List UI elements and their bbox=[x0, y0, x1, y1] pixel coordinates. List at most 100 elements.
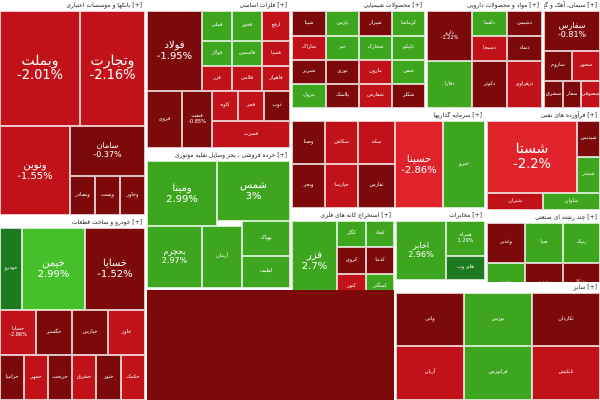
stock-tile[interactable]: ختور bbox=[96, 355, 121, 400]
stock-tile[interactable]: شتران bbox=[487, 193, 543, 210]
stock-tile[interactable]: اخابر 2.96% bbox=[396, 221, 446, 280]
stock-tile[interactable]: فسرب bbox=[212, 121, 290, 148]
stock-tile[interactable]: سامان -0.37% bbox=[70, 126, 145, 176]
stock-tile[interactable]: خشرق bbox=[72, 355, 96, 400]
stock-tile[interactable]: پلاسک bbox=[326, 84, 359, 108]
stock-tile[interactable]: شپدیس bbox=[577, 121, 600, 157]
stock-tile[interactable]: دتماد bbox=[507, 36, 542, 61]
stock-tile[interactable]: خساپا -2.86% bbox=[0, 310, 36, 355]
sector-auto[interactable]: [+] خودرو و ساخت قطعات خودرو خیمن 2.99% خ… bbox=[0, 217, 145, 400]
stock-tile[interactable]: فروی bbox=[147, 91, 182, 148]
stock-tile[interactable]: تاپیکو bbox=[392, 36, 425, 60]
stock-tile[interactable]: همراه 1.29% bbox=[446, 221, 485, 256]
stock-tile[interactable]: جم bbox=[326, 36, 359, 60]
stock-tile[interactable]: پارس bbox=[326, 11, 359, 36]
stock-tile[interactable]: دکوثر bbox=[472, 61, 507, 108]
stock-tile[interactable]: کدما bbox=[366, 247, 394, 274]
sector-misc[interactable]: [+] سایر واتی بورس تکاردان آریان فرابورس… bbox=[396, 282, 600, 400]
sector-banks[interactable]: [+] بانکها و موسسات اعتباری وبملت -2.01% … bbox=[0, 0, 145, 215]
sector-refinery[interactable]: [+] فرآورده های نفتی شستا -2.2% شپدیس شبن… bbox=[487, 110, 600, 210]
stock-tile[interactable]: دارو -1.22% bbox=[427, 11, 472, 61]
stock-tile[interactable]: شکلر bbox=[392, 84, 425, 108]
stock-tile[interactable]: فزر 2.7% bbox=[292, 221, 337, 300]
sector-investment[interactable]: [+] سرمایه گذاریها وصنا سکاش سکه حسینا -2… bbox=[292, 110, 485, 208]
stock-tile[interactable]: مارون bbox=[359, 60, 392, 84]
stock-tile[interactable]: وصنا bbox=[292, 121, 325, 164]
stock-tile[interactable]: وبملت -2.01% bbox=[0, 11, 80, 126]
stock-tile[interactable]: خودرو bbox=[0, 228, 22, 310]
stock-tile[interactable]: کروی bbox=[337, 247, 366, 274]
stock-tile[interactable]: سشرق bbox=[544, 81, 563, 108]
stock-tile[interactable]: حپارسا bbox=[325, 164, 358, 208]
stock-tile[interactable]: بهپاک bbox=[242, 221, 290, 256]
stock-tile[interactable]: وتجارت -2.16% bbox=[80, 11, 145, 126]
stock-tile[interactable]: خریخت bbox=[48, 355, 72, 400]
stock-tile[interactable]: شفن bbox=[392, 60, 425, 84]
stock-tile[interactable]: ذوب bbox=[264, 91, 290, 121]
stock-tile[interactable]: فنفت -0.85% bbox=[182, 91, 212, 148]
stock-tile[interactable]: دسبحا bbox=[472, 36, 507, 61]
stock-tile[interactable]: بورس bbox=[464, 293, 532, 346]
stock-tile[interactable]: خکمک bbox=[121, 355, 145, 400]
stock-tile[interactable]: فلامی bbox=[232, 66, 262, 91]
sector-telecom[interactable]: [+] مخابرات اخابر 2.96% همراه 1.29% های وب bbox=[396, 210, 485, 280]
stock-tile[interactable]: لطیف bbox=[242, 256, 290, 288]
stock-tile[interactable]: های وب bbox=[446, 256, 485, 280]
stock-tile[interactable]: نوری bbox=[326, 60, 359, 84]
stock-tile[interactable]: شبندر bbox=[577, 157, 600, 193]
stock-tile[interactable]: خپارس bbox=[72, 310, 108, 355]
stock-tile[interactable]: دشیمی bbox=[507, 11, 542, 36]
stock-tile[interactable]: خبرو bbox=[443, 121, 485, 208]
stock-tile[interactable]: تاپکیش bbox=[532, 346, 600, 400]
stock-tile[interactable]: سکه bbox=[358, 121, 395, 164]
stock-tile[interactable]: فاهواز bbox=[262, 66, 290, 91]
stock-tile[interactable]: کچاد bbox=[366, 221, 394, 247]
stock-tile[interactable]: کرماشا bbox=[392, 11, 425, 36]
sector-basic-metals[interactable]: [+] فلزات اساسی فولاد -1.95% فملی فخوز ار… bbox=[147, 0, 290, 148]
sector-retail[interactable]: [+] خرده فروشی ، بجز وسایل نقلیه موتوری … bbox=[147, 150, 290, 288]
stock-tile[interactable]: رنیک bbox=[563, 223, 600, 263]
stock-tile[interactable]: وپست bbox=[95, 176, 120, 215]
stock-tile[interactable]: فولاد -1.95% bbox=[147, 11, 202, 91]
stock-tile[interactable]: سفار bbox=[563, 81, 581, 108]
stock-tile[interactable]: کگل bbox=[337, 221, 366, 247]
stock-tile[interactable]: تفارس bbox=[358, 164, 395, 208]
stock-tile[interactable]: خسایا -1.52% bbox=[85, 228, 145, 310]
stock-tile[interactable]: خمهر bbox=[24, 355, 48, 400]
stock-tile[interactable]: شاراک bbox=[292, 36, 326, 60]
stock-tile[interactable]: حسینا -2.86% bbox=[395, 121, 443, 208]
sector-cement[interactable]: [+] سیمان، آهک و گچ سفارس -0.81% ساروم سخ… bbox=[544, 0, 600, 108]
stock-tile[interactable]: سخوز bbox=[572, 51, 600, 81]
stock-tile[interactable]: ونوین -1.55% bbox=[0, 126, 70, 215]
stock-tile[interactable]: فخوز bbox=[232, 11, 262, 41]
stock-tile[interactable]: آرمان bbox=[202, 226, 242, 288]
stock-tile[interactable]: فولاژ bbox=[202, 41, 232, 66]
stock-tile[interactable]: دفارا bbox=[427, 61, 472, 108]
stock-tile[interactable]: بحچرم 2.97% bbox=[147, 226, 202, 288]
stock-tile[interactable]: شپنا bbox=[292, 11, 326, 36]
stock-tile[interactable]: آریان bbox=[396, 346, 464, 400]
stock-tile[interactable]: وبصادر bbox=[70, 176, 95, 215]
stock-tile[interactable]: کاوه bbox=[212, 91, 238, 121]
stock-tile[interactable]: خیمن 2.99% bbox=[22, 228, 85, 310]
stock-tile[interactable]: ساروم bbox=[544, 51, 572, 81]
stock-tile[interactable]: واتی bbox=[396, 293, 464, 346]
stock-tile[interactable]: فجر bbox=[238, 91, 264, 121]
stock-tile[interactable]: تکاردان bbox=[532, 293, 600, 346]
stock-tile[interactable]: وبحر bbox=[292, 164, 325, 208]
stock-tile[interactable]: شبریز bbox=[292, 60, 326, 84]
stock-tile[interactable]: سفارس -0.81% bbox=[544, 11, 600, 51]
stock-tile[interactable]: شاوان bbox=[543, 193, 600, 210]
stock-tile[interactable]: دلقما bbox=[472, 11, 507, 36]
stock-tile[interactable]: شستا -2.2% bbox=[487, 121, 577, 193]
stock-tile[interactable]: ومینا 2.99% bbox=[147, 161, 217, 226]
stock-tile[interactable]: صبا bbox=[525, 223, 563, 263]
stock-tile[interactable]: شفارس bbox=[359, 84, 392, 108]
stock-tile[interactable]: دزهراوی bbox=[507, 61, 542, 108]
stock-tile[interactable]: سصوفی bbox=[581, 81, 600, 108]
stock-tile[interactable]: شمس 3% bbox=[217, 161, 290, 221]
stock-tile[interactable]: وخاور bbox=[120, 176, 145, 215]
sector-pharma[interactable]: [+] مواد و محصولات دارویی دارو -1.22% دلق… bbox=[427, 0, 542, 108]
stock-tile[interactable]: شیراز bbox=[359, 11, 392, 36]
stock-tile[interactable]: فزر bbox=[202, 66, 232, 91]
